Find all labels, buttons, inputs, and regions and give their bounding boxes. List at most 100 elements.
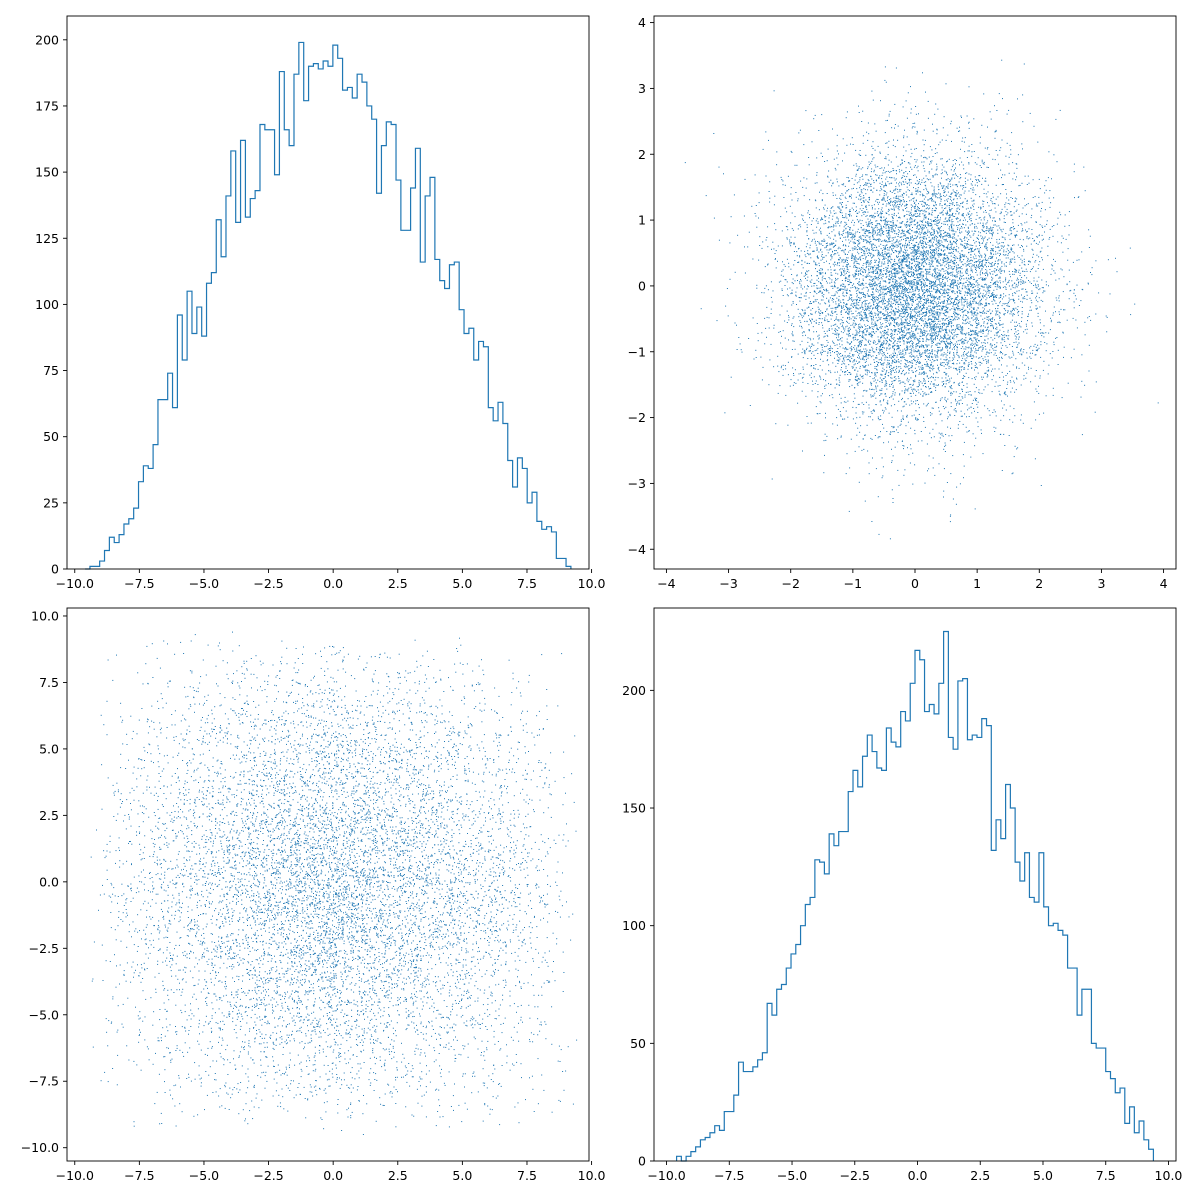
scatter-point (817, 396, 819, 398)
scatter-point (980, 219, 982, 221)
scatter-point (979, 311, 981, 313)
scatter-point (1038, 256, 1040, 258)
scatter-point (880, 415, 882, 417)
scatter-point (947, 178, 949, 180)
scatter-point (883, 354, 885, 356)
scatter-point (1060, 242, 1062, 244)
scatter-point (922, 205, 924, 207)
scatter-point (916, 390, 917, 392)
scatter-point (897, 441, 899, 443)
scatter-point (979, 180, 981, 182)
scatter-point (878, 214, 880, 216)
scatter-point (890, 304, 891, 306)
scatter-point (964, 254, 966, 256)
scatter-point (793, 242, 795, 244)
scatter-point (975, 322, 977, 324)
scatter-point (879, 194, 881, 196)
scatter-point (930, 327, 932, 329)
scatter-point (906, 281, 908, 283)
scatter-point (969, 248, 971, 250)
scatter-point (888, 441, 889, 443)
scatter-point (872, 256, 873, 258)
scatter-point (885, 330, 886, 332)
scatter-point (935, 281, 936, 282)
scatter-point (949, 236, 951, 237)
scatter-point (832, 206, 834, 208)
scatter-point (914, 244, 916, 246)
scatter-point (929, 383, 931, 385)
scatter-point (883, 331, 885, 333)
scatter-point (867, 370, 868, 372)
scatter-point (894, 286, 896, 288)
scatter-point (824, 273, 826, 275)
scatter-point (963, 333, 965, 335)
scatter-point (1081, 288, 1083, 290)
scatter-point (910, 386, 912, 388)
scatter-point (1023, 331, 1025, 333)
scatter-point (853, 283, 855, 285)
scatter-point (895, 274, 897, 276)
scatter-point (897, 346, 899, 348)
scatter-point (849, 352, 851, 354)
scatter-point (952, 298, 954, 300)
scatter-point (845, 245, 847, 247)
scatter-point (948, 236, 950, 238)
scatter-point (933, 342, 934, 343)
scatter-point (986, 335, 988, 337)
scatter-point (834, 284, 836, 286)
scatter-point (915, 216, 917, 217)
scatter-point (872, 243, 874, 245)
scatter-point (919, 179, 920, 180)
scatter-point (1016, 209, 1018, 211)
scatter-point (902, 286, 904, 288)
scatter-point (956, 486, 958, 488)
scatter-point (986, 351, 988, 353)
scatter-point (1037, 301, 1039, 303)
scatter-point (896, 349, 898, 351)
scatter-point (917, 357, 919, 358)
scatter-point (905, 273, 907, 275)
scatter-point (882, 280, 884, 282)
scatter-point (944, 323, 946, 325)
scatter-point (934, 360, 936, 361)
scatter-point (812, 229, 814, 231)
scatter-point (874, 227, 876, 228)
scatter-point (902, 323, 904, 325)
scatter-point (900, 222, 902, 224)
scatter-point (877, 343, 879, 345)
scatter-point (861, 341, 863, 343)
scatter-point (857, 375, 859, 377)
scatter-point (855, 255, 856, 257)
scatter-point (923, 232, 925, 233)
scatter-point (1000, 273, 1002, 274)
scatter-point (984, 386, 986, 388)
scatter-point (1009, 357, 1011, 359)
scatter-point (933, 193, 935, 195)
scatter-point (918, 339, 920, 341)
scatter-point (952, 283, 954, 285)
scatter-point (955, 398, 956, 400)
scatter-point (776, 151, 778, 153)
scatter-point (881, 342, 883, 344)
scatter-point (858, 241, 860, 243)
scatter-point (949, 265, 951, 267)
scatter-point (892, 223, 894, 225)
scatter-point (941, 244, 943, 246)
scatter-point (945, 346, 946, 348)
scatter-point (862, 330, 864, 332)
scatter-point (997, 266, 998, 268)
scatter-point (947, 259, 949, 261)
scatter-point (884, 223, 886, 225)
scatter-point (926, 335, 928, 336)
scatter-point (995, 349, 997, 351)
scatter-point (829, 348, 831, 349)
scatter-point (908, 341, 910, 343)
scatter-point (881, 363, 883, 365)
scatter-point (937, 260, 939, 262)
scatter-point (988, 265, 989, 267)
scatter-point (1014, 287, 1016, 289)
scatter-point (797, 308, 799, 310)
scatter-point (861, 210, 863, 211)
scatter-point (895, 319, 897, 320)
scatter-point (926, 324, 928, 326)
